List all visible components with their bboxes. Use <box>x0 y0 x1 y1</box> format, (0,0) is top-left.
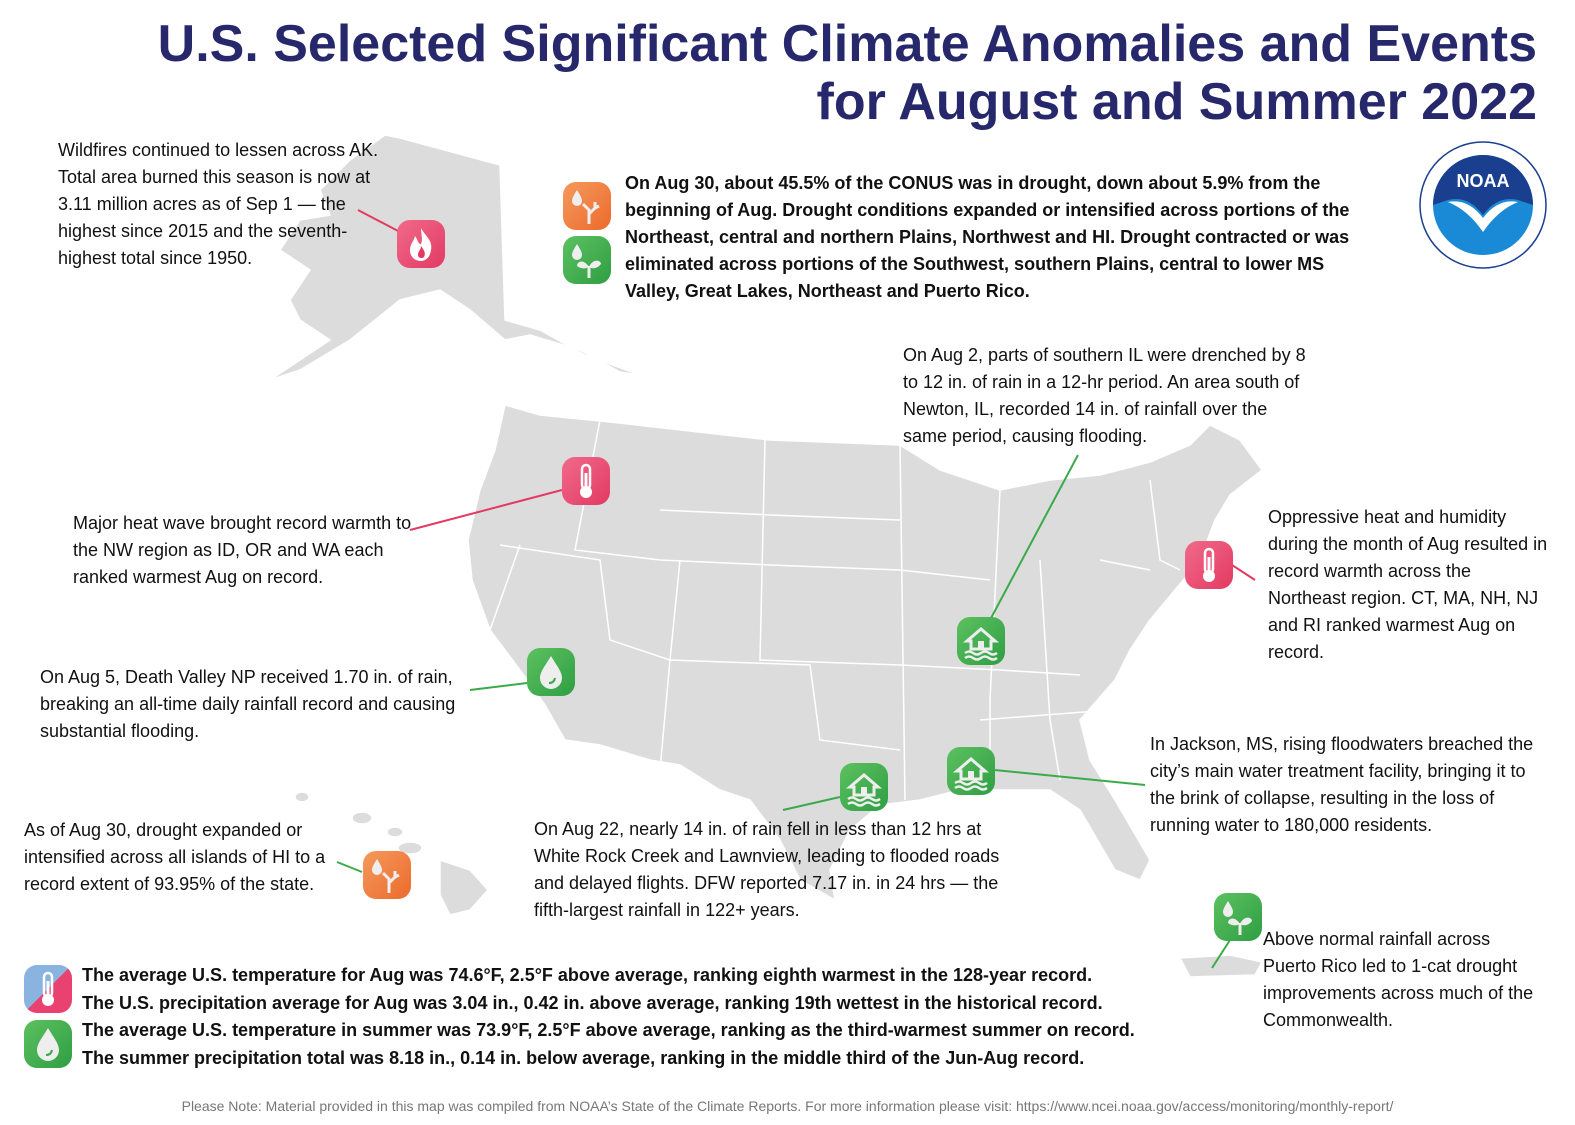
wildfire-icon <box>397 220 445 268</box>
summary-line: The summer precipitation total was 8.18 … <box>82 1047 1085 1068</box>
flood-icon <box>840 763 888 811</box>
national-summary: The average U.S. temperature for Aug was… <box>82 962 1135 1072</box>
hawaii-shape <box>294 791 490 916</box>
thermometer-icon <box>1185 541 1233 589</box>
footer-note: Please Note: Material provided in this m… <box>181 1098 1394 1114</box>
hawaii-note: As of Aug 30, drought expanded or intens… <box>24 820 326 894</box>
dallas-note: On Aug 22, nearly 14 in. of rain fell in… <box>534 819 1000 920</box>
puerto-rico-note: Above normal rainfall across Puerto Rico… <box>1263 929 1534 1030</box>
drought-icon <box>363 851 411 899</box>
title-line-1: U.S. Selected Significant Climate Anomal… <box>157 15 1537 73</box>
title-line-2: for August and Summer 2022 <box>816 73 1537 131</box>
temperature-precipitation-icon <box>24 965 72 1013</box>
alaska-shape <box>269 134 641 381</box>
drought-improvement-icon <box>1214 893 1262 941</box>
illinois-note: On Aug 2, parts of southern IL were dren… <box>903 345 1306 446</box>
svg-text:NOAA: NOAA <box>1457 171 1510 191</box>
state-borders <box>489 419 1181 801</box>
summary-line: The U.S. precipitation average for Aug w… <box>82 992 1103 1013</box>
raindrop-icon <box>24 1020 72 1068</box>
drought-note: On Aug 30, about 45.5% of the CONUS was … <box>625 173 1350 301</box>
summary-line: The average U.S. temperature for Aug was… <box>82 965 1093 985</box>
death-valley-note: On Aug 5, Death Valley NP received 1.70 … <box>40 667 456 741</box>
noaa-logo: NOAA <box>1418 140 1548 270</box>
summary-line: The average U.S. temperature in summer w… <box>82 1020 1135 1040</box>
alaska-note: Wildfires continued to lessen across AK.… <box>58 140 379 268</box>
northwest-note: Major heat wave brought record warmth to… <box>73 513 412 587</box>
jackson-note: In Jackson, MS, rising floodwaters breac… <box>1150 734 1534 835</box>
flood-icon <box>957 617 1005 665</box>
connector-lines <box>336 209 1256 969</box>
raindrop-icon <box>527 648 575 696</box>
northeast-note: Oppressive heat and humidity during the … <box>1268 507 1548 662</box>
drought-icon <box>563 182 611 230</box>
drought-improvement-icon <box>563 236 611 284</box>
thermometer-icon <box>562 457 610 505</box>
puerto-rico-shape <box>1178 954 1264 978</box>
flood-icon <box>947 747 995 795</box>
